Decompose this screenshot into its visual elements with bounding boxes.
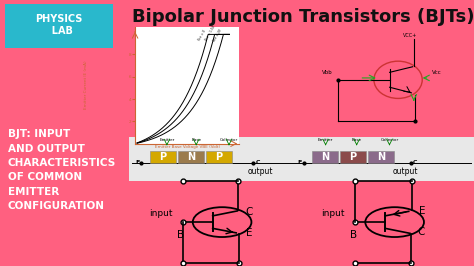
Text: Emitter: Emitter [159,138,174,142]
Text: C: C [245,207,253,217]
Bar [368,151,394,163]
Text: Vce = 2V: Vce = 2V [213,28,223,42]
Text: Collector: Collector [220,138,238,142]
Text: P: P [159,152,166,162]
Text: Vbb: Vbb [322,70,333,75]
Text: N: N [377,152,385,162]
Y-axis label: Emitter Current IE (mA): Emitter Current IE (mA) [84,61,88,109]
Text: Vce = 0: Vce = 0 [198,29,207,41]
Text: Bipolar Junction Transistors (BJTs): Bipolar Junction Transistors (BJTs) [132,8,474,26]
Text: Vce = 1.5V: Vce = 1.5V [204,24,216,41]
X-axis label: Emitter Base Voltage VBE (Volt): Emitter Base Voltage VBE (Volt) [155,145,220,149]
Text: PHYSICS
  LAB: PHYSICS LAB [36,14,83,36]
Text: input: input [149,209,172,218]
Bar [178,151,204,163]
Text: output: output [392,167,418,176]
Text: Base: Base [191,138,201,142]
Text: P: P [216,152,223,162]
Text: P: P [349,152,356,162]
Bar [206,151,232,163]
Text: B: B [350,230,357,240]
Text: output: output [247,167,273,176]
Text: Collector: Collector [380,138,399,142]
Text: B: B [177,230,184,240]
Text: BJT: INPUT
AND OUTPUT
CHARACTERISTICS
OF COMMON
EMITTER
CONFIGURATION: BJT: INPUT AND OUTPUT CHARACTERISTICS OF… [8,129,116,211]
Text: C: C [418,227,425,237]
Text: E: E [298,160,302,165]
Text: VCC+: VCC+ [403,33,417,38]
Bar [340,151,366,163]
Text: C: C [256,160,261,165]
Bar [312,151,337,163]
FancyBboxPatch shape [5,4,113,48]
Text: C: C [413,160,418,165]
Text: E: E [246,228,253,238]
Text: Emitter: Emitter [318,138,333,142]
Text: N: N [187,152,195,162]
Text: input: input [321,209,345,218]
Text: Vcc: Vcc [432,70,442,75]
Text: N: N [321,152,329,162]
Text: E: E [136,160,140,165]
Text: E: E [419,206,425,216]
Bar [150,151,175,163]
Text: Base: Base [352,138,362,142]
